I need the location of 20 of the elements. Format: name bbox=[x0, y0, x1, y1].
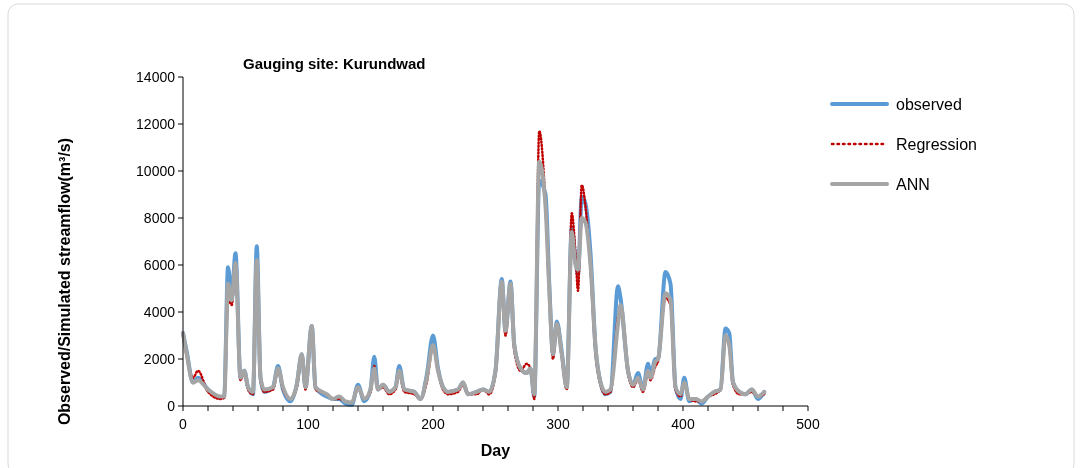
y-tick-label: 6000 bbox=[143, 256, 176, 273]
y-tick-label: 8000 bbox=[143, 209, 176, 226]
y-tick-label: 4000 bbox=[143, 303, 176, 320]
y-tick-label: 10000 bbox=[136, 162, 176, 179]
legend-label: ANN bbox=[896, 175, 930, 193]
x-tick-label: 0 bbox=[179, 416, 188, 432]
y-tick-label: 0 bbox=[167, 397, 176, 414]
y-axis-title: Observed/Simulated streamflow(m³/s) bbox=[56, 137, 73, 426]
x-tick-label: 300 bbox=[546, 416, 570, 432]
y-tick-label: 12000 bbox=[136, 115, 176, 132]
x-tick-label: 500 bbox=[796, 416, 820, 432]
x-tick-label: 100 bbox=[296, 416, 320, 432]
legend-label: observed bbox=[896, 95, 962, 113]
x-axis-title: Day bbox=[480, 442, 511, 459]
y-tick-label: 2000 bbox=[143, 350, 176, 367]
legend-label: Regression bbox=[896, 135, 977, 153]
y-tick-label: 14000 bbox=[136, 68, 176, 85]
x-tick-label: 400 bbox=[671, 416, 695, 432]
chart-title: Gauging site: Kurundwad bbox=[243, 55, 426, 72]
x-tick-label: 200 bbox=[421, 416, 445, 432]
